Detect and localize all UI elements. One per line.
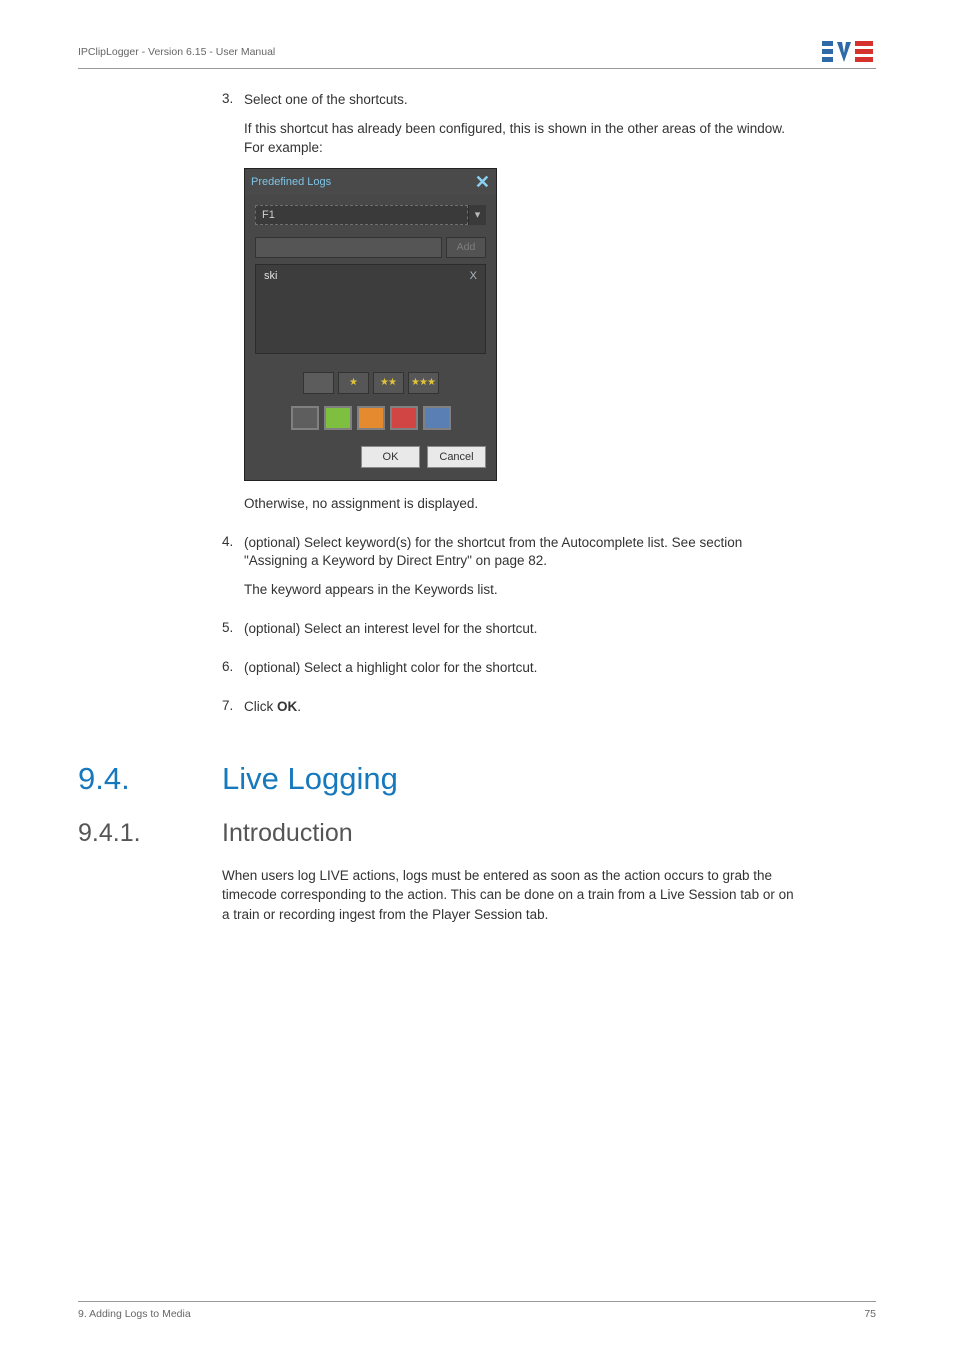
chevron-down-icon[interactable]: ▾ bbox=[468, 205, 486, 225]
shortcut-combo[interactable]: F1 ▾ bbox=[255, 205, 486, 225]
step-number: 6. bbox=[222, 659, 244, 688]
step-number: 3. bbox=[222, 91, 244, 524]
interest-level-row: ★ ★★ ★★★ bbox=[255, 372, 486, 394]
color-swatch-0[interactable] bbox=[291, 406, 319, 430]
step-text: (optional) Select a highlight color for … bbox=[244, 659, 804, 678]
predefined-logs-dialog: Predefined Logs ✕ F1 ▾ Add bbox=[244, 168, 497, 481]
step-text: Select one of the shortcuts. bbox=[244, 91, 804, 110]
section-heading-1: 9.4. Live Logging bbox=[78, 761, 876, 797]
shortcut-value: F1 bbox=[255, 205, 468, 225]
star-3[interactable]: ★★★ bbox=[408, 372, 439, 394]
keyword-list[interactable]: ski X bbox=[255, 264, 486, 354]
cancel-button[interactable]: Cancel bbox=[427, 446, 486, 468]
list-item[interactable]: ski X bbox=[256, 265, 485, 287]
color-swatch-1[interactable] bbox=[324, 406, 352, 430]
step-text: Otherwise, no assignment is displayed. bbox=[244, 495, 804, 514]
step-text: (optional) Select an interest level for … bbox=[244, 620, 804, 639]
h1-number: 9.4. bbox=[78, 761, 222, 797]
step-number: 5. bbox=[222, 620, 244, 649]
h2-number: 9.4.1. bbox=[78, 819, 222, 848]
section-paragraph: When users log LIVE actions, logs must b… bbox=[222, 866, 804, 925]
star-2[interactable]: ★★ bbox=[373, 372, 404, 394]
footer-right: 75 bbox=[864, 1308, 876, 1320]
page-footer: 9. Adding Logs to Media 75 bbox=[78, 1301, 876, 1320]
step-list-b: 4. (optional) Select keyword(s) for the … bbox=[222, 534, 804, 727]
step-text: The keyword appears in the Keywords list… bbox=[244, 581, 804, 600]
h2-title: Introduction bbox=[222, 819, 353, 848]
step-list-a: 3. Select one of the shortcuts. If this … bbox=[222, 91, 804, 524]
step-text: (optional) Select keyword(s) for the sho… bbox=[244, 534, 804, 572]
star-none[interactable] bbox=[303, 372, 334, 394]
h1-title: Live Logging bbox=[222, 761, 398, 797]
keyword-label: ski bbox=[264, 270, 277, 282]
step-number: 7. bbox=[222, 698, 244, 727]
color-swatch-2[interactable] bbox=[357, 406, 385, 430]
page-header: IPClipLogger - Version 6.15 - User Manua… bbox=[78, 40, 876, 69]
footer-left: 9. Adding Logs to Media bbox=[78, 1308, 191, 1320]
close-icon[interactable]: ✕ bbox=[475, 173, 490, 191]
add-button[interactable]: Add bbox=[446, 237, 486, 258]
step-number: 4. bbox=[222, 534, 244, 611]
color-swatch-4[interactable] bbox=[423, 406, 451, 430]
ok-button[interactable]: OK bbox=[361, 446, 420, 468]
star-1[interactable]: ★ bbox=[338, 372, 369, 394]
logo-evs bbox=[822, 40, 876, 64]
doc-title: IPClipLogger - Version 6.15 - User Manua… bbox=[78, 46, 275, 58]
step-text: If this shortcut has already been config… bbox=[244, 120, 804, 158]
dialog-titlebar: Predefined Logs ✕ bbox=[245, 169, 496, 195]
dialog-title: Predefined Logs bbox=[251, 176, 331, 188]
section-heading-2: 9.4.1. Introduction bbox=[78, 819, 876, 848]
highlight-color-row bbox=[255, 406, 486, 430]
remove-keyword-icon[interactable]: X bbox=[470, 270, 477, 282]
keyword-input[interactable] bbox=[255, 237, 442, 258]
color-swatch-3[interactable] bbox=[390, 406, 418, 430]
step-text: Click OK. bbox=[244, 698, 804, 717]
